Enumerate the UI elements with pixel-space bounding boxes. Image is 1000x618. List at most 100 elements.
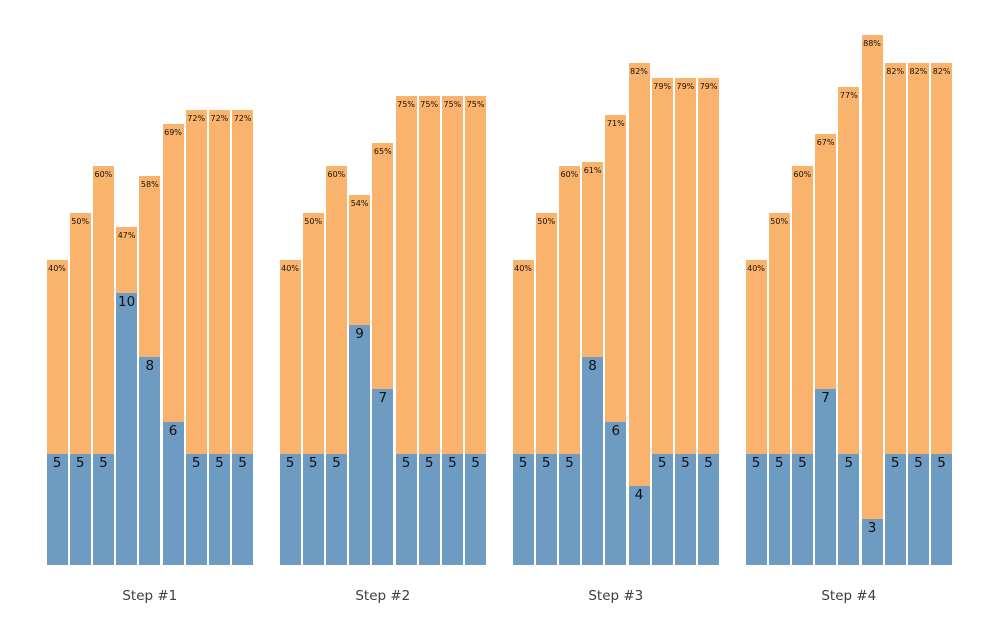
percent-label: 40% [281,264,299,274]
percent-label: 40% [514,264,532,274]
count-bar [698,454,720,565]
percent-bar [395,96,417,565]
percent-bar [208,110,230,565]
count-label: 8 [145,358,155,375]
percent-bar [884,63,906,565]
percent-label: 75% [443,100,462,110]
percent-label: 50% [770,217,789,227]
count-label: 7 [821,390,830,407]
count-label: 8 [588,358,597,375]
count-bar [605,421,627,565]
count-bar [628,486,650,565]
count-bar [907,454,929,565]
count-label: 5 [424,455,434,471]
count-bar [116,292,138,565]
count-bar [768,454,790,565]
count-bar [162,421,184,565]
count-label: 5 [52,455,62,471]
percent-label: 60% [327,170,346,180]
count-label: 5 [308,455,318,471]
count-label: 3 [867,519,877,536]
count-label: 5 [448,455,457,471]
count-bar [674,454,696,565]
count-bar [745,454,767,565]
count-label: 5 [541,455,551,471]
percent-bar [441,96,463,565]
percent-label: 65% [373,147,392,157]
count-label: 5 [238,455,247,471]
count-bar [931,454,953,565]
count-bar [46,454,68,565]
percent-label: 77% [839,90,858,100]
percent-label: 72% [187,114,206,124]
percent-label: 60% [560,170,579,180]
percent-label: 79% [699,81,718,91]
count-label: 5 [751,455,761,471]
percent-label: 54% [350,198,369,208]
step-label: Step #2 [355,588,411,604]
percent-label: 71% [606,118,625,128]
percent-label: 60% [94,170,113,180]
percent-label: 75% [466,100,485,110]
count-label: 5 [565,455,574,471]
percent-label: 79% [676,81,695,91]
count-bar [372,389,394,565]
count-bar [349,324,371,565]
percent-label: 69% [164,128,182,138]
count-bar [558,454,580,565]
count-bar [139,357,161,565]
count-label: 5 [844,455,854,471]
percent-bar [465,96,487,565]
count-bar [208,454,230,565]
percent-bar [232,110,254,565]
count-label: 7 [378,390,388,407]
count-label: 5 [518,455,528,471]
count-bar [325,454,347,565]
count-label: 5 [704,455,713,471]
percent-label: 47% [117,231,136,241]
percent-label: 88% [863,39,881,49]
count-label: 5 [471,455,480,471]
count-label: 5 [657,455,667,471]
count-label: 5 [914,455,923,471]
count-label: 4 [634,487,644,504]
percent-label: 60% [793,170,812,180]
percent-label: 82% [630,67,648,77]
percent-label: 82% [909,67,928,77]
count-bar [279,454,301,565]
count-label: 9 [355,325,364,342]
percent-bar [838,86,860,565]
count-bar [791,454,813,565]
count-bar [512,454,534,565]
count-bar [838,454,860,565]
count-label: 5 [774,455,784,471]
percent-label: 40% [48,264,66,274]
count-bar [232,454,254,565]
count-label: 5 [798,455,807,471]
percent-label: 67% [816,137,835,147]
percent-label: 50% [71,217,90,227]
count-bar [418,454,440,565]
step-label: Step #4 [821,588,877,604]
count-bar [582,357,604,565]
percent-bar [185,110,207,565]
count-label: 5 [890,455,900,471]
count-bar [185,454,207,565]
count-label: 5 [332,455,341,471]
count-bar [884,454,906,565]
count-label: 5 [401,455,411,471]
count-label: 6 [611,422,621,439]
percent-label: 72% [210,114,229,124]
count-bar [535,454,557,565]
count-bar [651,454,673,565]
count-label: 5 [215,455,224,471]
count-bar [441,454,463,565]
percent-label: 50% [537,217,556,227]
count-label: 6 [168,422,178,439]
percent-label: 50% [304,217,323,227]
count-bar [815,389,837,565]
percent-bar [698,77,720,565]
count-label: 5 [191,455,201,471]
count-label: 10 [118,293,136,310]
